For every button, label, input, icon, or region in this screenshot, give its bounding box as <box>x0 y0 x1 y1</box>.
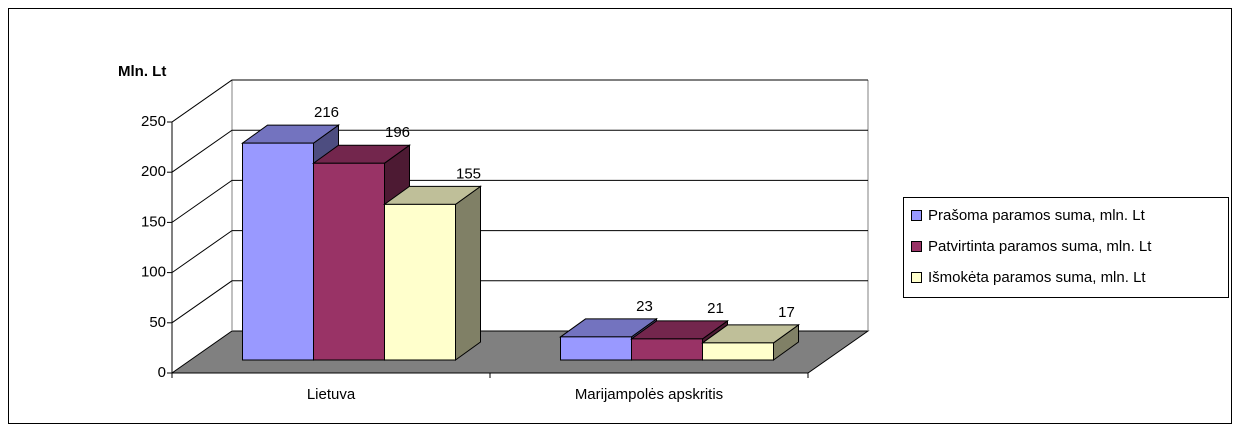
y-axis-label: Mln. Lt <box>118 63 166 80</box>
legend-label: Prašoma paramos suma, mln. Lt <box>928 207 1146 224</box>
x-tick-label: Lietuva <box>307 386 356 403</box>
value-label: 155 <box>456 165 481 182</box>
grid-line <box>171 179 868 223</box>
bar-side <box>455 185 481 361</box>
value-label: 21 <box>707 300 724 317</box>
x-tick-label: Marijampolės apskritis <box>575 386 723 403</box>
y-tick-label: 0 <box>158 364 166 381</box>
legend-swatch <box>911 210 922 221</box>
y-tick-label: 150 <box>141 213 166 230</box>
grid-line <box>171 79 868 123</box>
legend-label: Patvirtinta paramos suma, mln. Lt <box>928 238 1152 255</box>
bar-front <box>313 162 385 361</box>
legend-swatch <box>911 272 922 283</box>
grid-line <box>171 280 868 324</box>
y-tick-label: 100 <box>141 264 166 281</box>
y-tick-label: 50 <box>149 314 166 331</box>
bar <box>382 185 483 361</box>
y-tick-label: 200 <box>141 163 166 180</box>
bar-front <box>384 203 456 361</box>
value-label: 216 <box>314 104 339 121</box>
legend-swatch <box>911 241 922 252</box>
bar-front <box>242 142 314 361</box>
bar-front <box>702 342 774 361</box>
legend <box>903 197 1229 298</box>
bar <box>700 323 801 361</box>
y-tick-label: 250 <box>141 113 166 130</box>
grid-line <box>171 230 868 274</box>
value-label: 196 <box>385 124 410 141</box>
bar-front <box>631 338 703 361</box>
value-label: 17 <box>778 304 795 321</box>
value-label: 23 <box>636 298 653 315</box>
bar-front <box>560 336 632 361</box>
legend-label: Išmokėta paramos suma, mln. Lt <box>928 269 1146 286</box>
grid-line <box>171 129 868 173</box>
